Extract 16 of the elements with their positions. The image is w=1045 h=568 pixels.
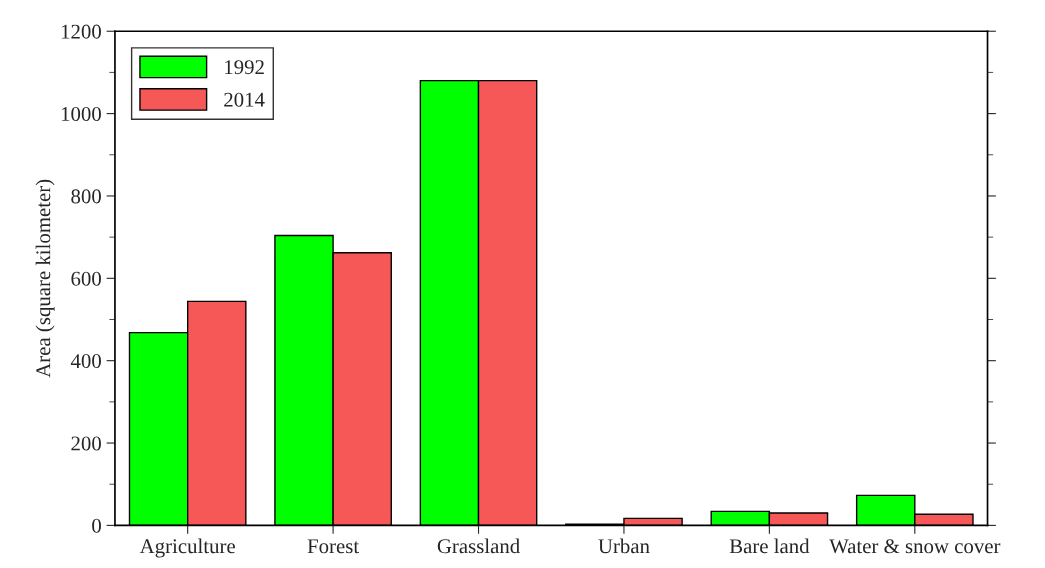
x-tick-label: Forest (307, 539, 360, 554)
legend-label: 2014 (224, 92, 265, 107)
y-tick-label: 400 (70, 354, 101, 369)
y-axis-title: Area (square kilometer) (35, 179, 55, 378)
x-tick-label: Agriculture (139, 538, 235, 558)
y-tick-label: 1000 (61, 106, 101, 122)
y-tick-label: 1200 (61, 24, 101, 39)
y-tick-label: 800 (71, 189, 101, 204)
x-tick-label: Grassland (437, 538, 520, 554)
y-tick-label: 600 (71, 271, 101, 286)
legend-label: 1992 (225, 60, 264, 75)
x-tick-label: Water & snow cover (829, 539, 1001, 554)
y-tick-label: 200 (71, 436, 101, 451)
y-tick-label: 0 (92, 518, 101, 533)
x-tick-label: Bare land (729, 538, 810, 554)
x-tick-label: Urban (598, 538, 650, 554)
